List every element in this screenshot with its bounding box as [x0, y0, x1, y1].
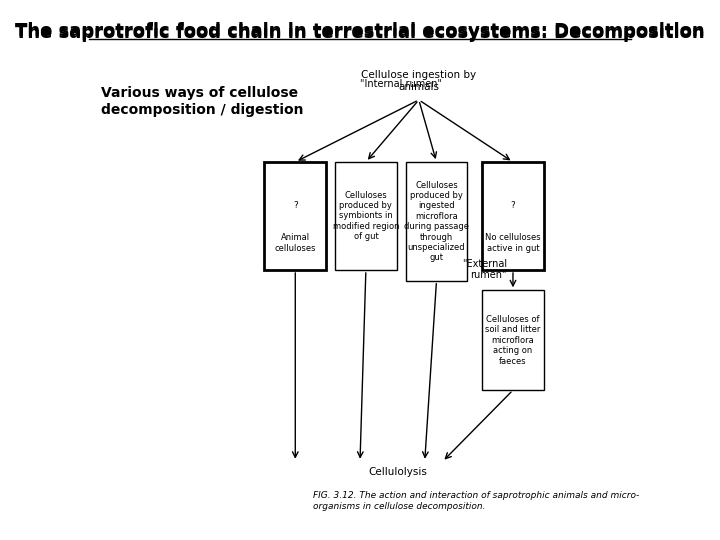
Text: "External
rumen": "External rumen" — [462, 259, 507, 280]
Text: ?: ? — [510, 201, 516, 210]
Text: Cellulose ingestion by
animals: Cellulose ingestion by animals — [361, 70, 477, 92]
Text: The saprotrofic food chain in terrestrial ecosystems: Decomposition: The saprotrofic food chain in terrestria… — [0, 539, 1, 540]
Text: Cellulolysis: Cellulolysis — [369, 467, 428, 477]
FancyBboxPatch shape — [482, 162, 544, 270]
Text: FIG. 3.12. The action and interaction of saprotrophic animals and micro-
organis: FIG. 3.12. The action and interaction of… — [313, 491, 639, 511]
Text: ?: ? — [293, 201, 297, 210]
FancyBboxPatch shape — [335, 162, 397, 270]
Text: "Internal rumen": "Internal rumen" — [360, 79, 442, 89]
Text: Celluloses
produced by
ingested
microflora
during passage
through
unspecialized
: Celluloses produced by ingested microflo… — [404, 180, 469, 262]
Text: Animal
celluloses: Animal celluloses — [274, 233, 316, 253]
Text: Celluloses of
soil and litter
microflora
acting on
faeces: Celluloses of soil and litter microflora… — [485, 315, 541, 366]
FancyBboxPatch shape — [405, 162, 467, 281]
Text: The saprotrofic food chain in terrestrial ecosystems: Decomposition: The saprotrofic food chain in terrestria… — [15, 24, 705, 42]
Text: Various ways of cellulose
decomposition / digestion: Various ways of cellulose decomposition … — [101, 86, 304, 117]
Text: No celluloses
active in gut: No celluloses active in gut — [485, 233, 541, 253]
FancyBboxPatch shape — [264, 162, 326, 270]
Text: The saprotrofic food chain in terrestrial ecosystems: Decomposition: The saprotrofic food chain in terrestria… — [15, 22, 705, 39]
FancyBboxPatch shape — [482, 291, 544, 390]
Text: Celluloses
produced by
symbionts in
modified region
of gut: Celluloses produced by symbionts in modi… — [333, 191, 399, 241]
